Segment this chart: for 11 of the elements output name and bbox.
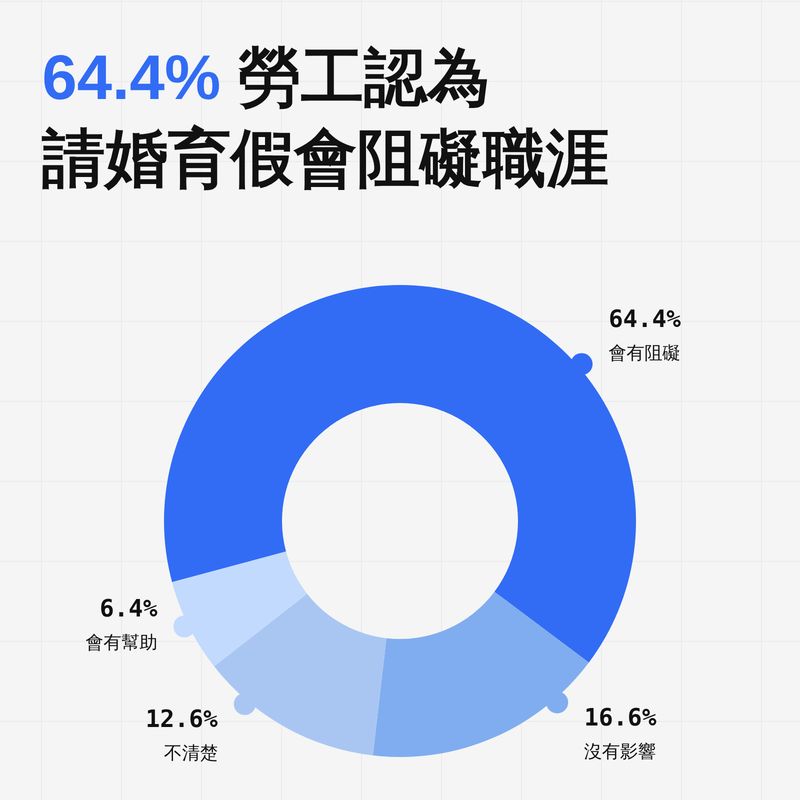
chart-title: 64.4% 勞工認為 (42, 42, 492, 115)
slice-label: 會有幫助 (85, 632, 158, 654)
slice-label: 不清楚 (164, 743, 218, 764)
slice-label: 沒有影響 (584, 741, 656, 762)
chart-subtitle: 請婚育假會阻礙職涯 (42, 123, 609, 196)
data-label: 12.6% (146, 705, 218, 734)
data-label: 16.6% (584, 703, 657, 732)
data-label: 64.4% (608, 305, 682, 334)
legend-label: 會有阻礙 (608, 343, 681, 364)
donut-slice (172, 552, 308, 666)
data-label: 6.4% (100, 594, 158, 622)
